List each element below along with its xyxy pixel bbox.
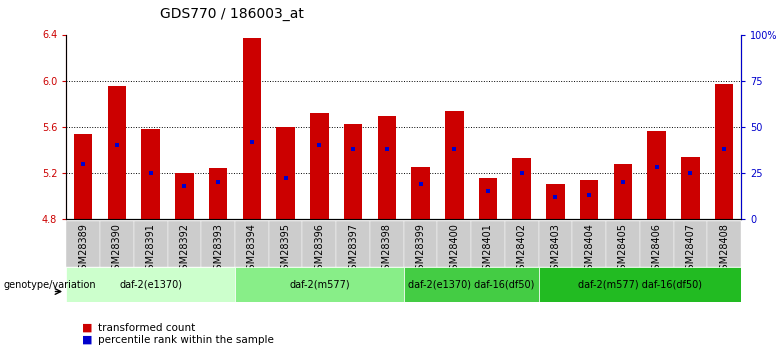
Text: GSM28403: GSM28403 — [551, 223, 561, 276]
Bar — [614, 164, 633, 219]
Bar — [336, 221, 370, 267]
Bar — [344, 125, 363, 219]
Bar — [243, 38, 261, 219]
Text: GSM28392: GSM28392 — [179, 223, 190, 276]
Bar — [606, 221, 640, 267]
Text: GSM28399: GSM28399 — [416, 223, 426, 276]
Bar — [108, 86, 126, 219]
Text: daf-2(e1370): daf-2(e1370) — [119, 280, 183, 289]
Bar — [539, 267, 741, 302]
Text: ■: ■ — [82, 323, 92, 333]
Text: GSM28391: GSM28391 — [146, 223, 156, 276]
Text: GSM28398: GSM28398 — [381, 223, 392, 276]
Text: GSM28405: GSM28405 — [618, 223, 628, 276]
Text: GSM28401: GSM28401 — [483, 223, 493, 276]
Bar — [235, 267, 404, 302]
Text: GSM28390: GSM28390 — [112, 223, 122, 276]
Bar — [378, 116, 396, 219]
Bar — [707, 221, 741, 267]
Bar — [512, 158, 531, 219]
Bar — [647, 131, 666, 219]
Text: daf-2(m577): daf-2(m577) — [289, 280, 349, 289]
Text: daf-2(e1370) daf-16(df50): daf-2(e1370) daf-16(df50) — [408, 280, 534, 289]
Bar — [445, 111, 463, 219]
Bar — [505, 221, 538, 267]
Text: genotype/variation: genotype/variation — [4, 280, 97, 289]
Bar — [674, 221, 707, 267]
Text: GSM28404: GSM28404 — [584, 223, 594, 276]
Bar — [714, 84, 733, 219]
Bar — [235, 221, 268, 267]
Bar — [141, 129, 160, 219]
Bar — [580, 180, 598, 219]
Text: GSM28397: GSM28397 — [348, 223, 358, 276]
Bar — [404, 221, 438, 267]
Text: ■: ■ — [82, 335, 92, 345]
Bar — [100, 221, 134, 267]
Text: GSM28393: GSM28393 — [213, 223, 223, 276]
Text: transformed count: transformed count — [98, 323, 195, 333]
Bar — [404, 267, 539, 302]
Text: GDS770 / 186003_at: GDS770 / 186003_at — [160, 7, 303, 21]
Bar — [471, 221, 505, 267]
Text: GSM28394: GSM28394 — [246, 223, 257, 276]
Bar — [438, 221, 471, 267]
Text: GSM28408: GSM28408 — [719, 223, 729, 276]
Bar — [310, 113, 328, 219]
Bar — [411, 167, 430, 219]
Bar — [168, 221, 201, 267]
Text: GSM28406: GSM28406 — [651, 223, 661, 276]
Text: percentile rank within the sample: percentile rank within the sample — [98, 335, 273, 345]
Bar — [175, 173, 193, 219]
Bar — [370, 221, 404, 267]
Text: GSM28389: GSM28389 — [78, 223, 88, 276]
Bar — [66, 267, 235, 302]
Text: GSM28402: GSM28402 — [516, 223, 526, 276]
Bar — [74, 134, 93, 219]
Bar — [134, 221, 168, 267]
Bar — [573, 221, 606, 267]
Bar — [276, 127, 295, 219]
Bar — [546, 185, 565, 219]
Text: GSM28407: GSM28407 — [686, 223, 696, 276]
Text: GSM28396: GSM28396 — [314, 223, 324, 276]
Text: GSM28400: GSM28400 — [449, 223, 459, 276]
Text: GSM28395: GSM28395 — [281, 223, 291, 276]
Bar — [539, 221, 573, 267]
Bar — [303, 221, 336, 267]
Bar — [479, 178, 498, 219]
Bar — [201, 221, 235, 267]
Bar — [640, 221, 674, 267]
Bar — [268, 221, 303, 267]
Text: daf-2(m577) daf-16(df50): daf-2(m577) daf-16(df50) — [578, 280, 702, 289]
Bar — [681, 157, 700, 219]
Bar — [209, 168, 228, 219]
Bar — [66, 221, 100, 267]
